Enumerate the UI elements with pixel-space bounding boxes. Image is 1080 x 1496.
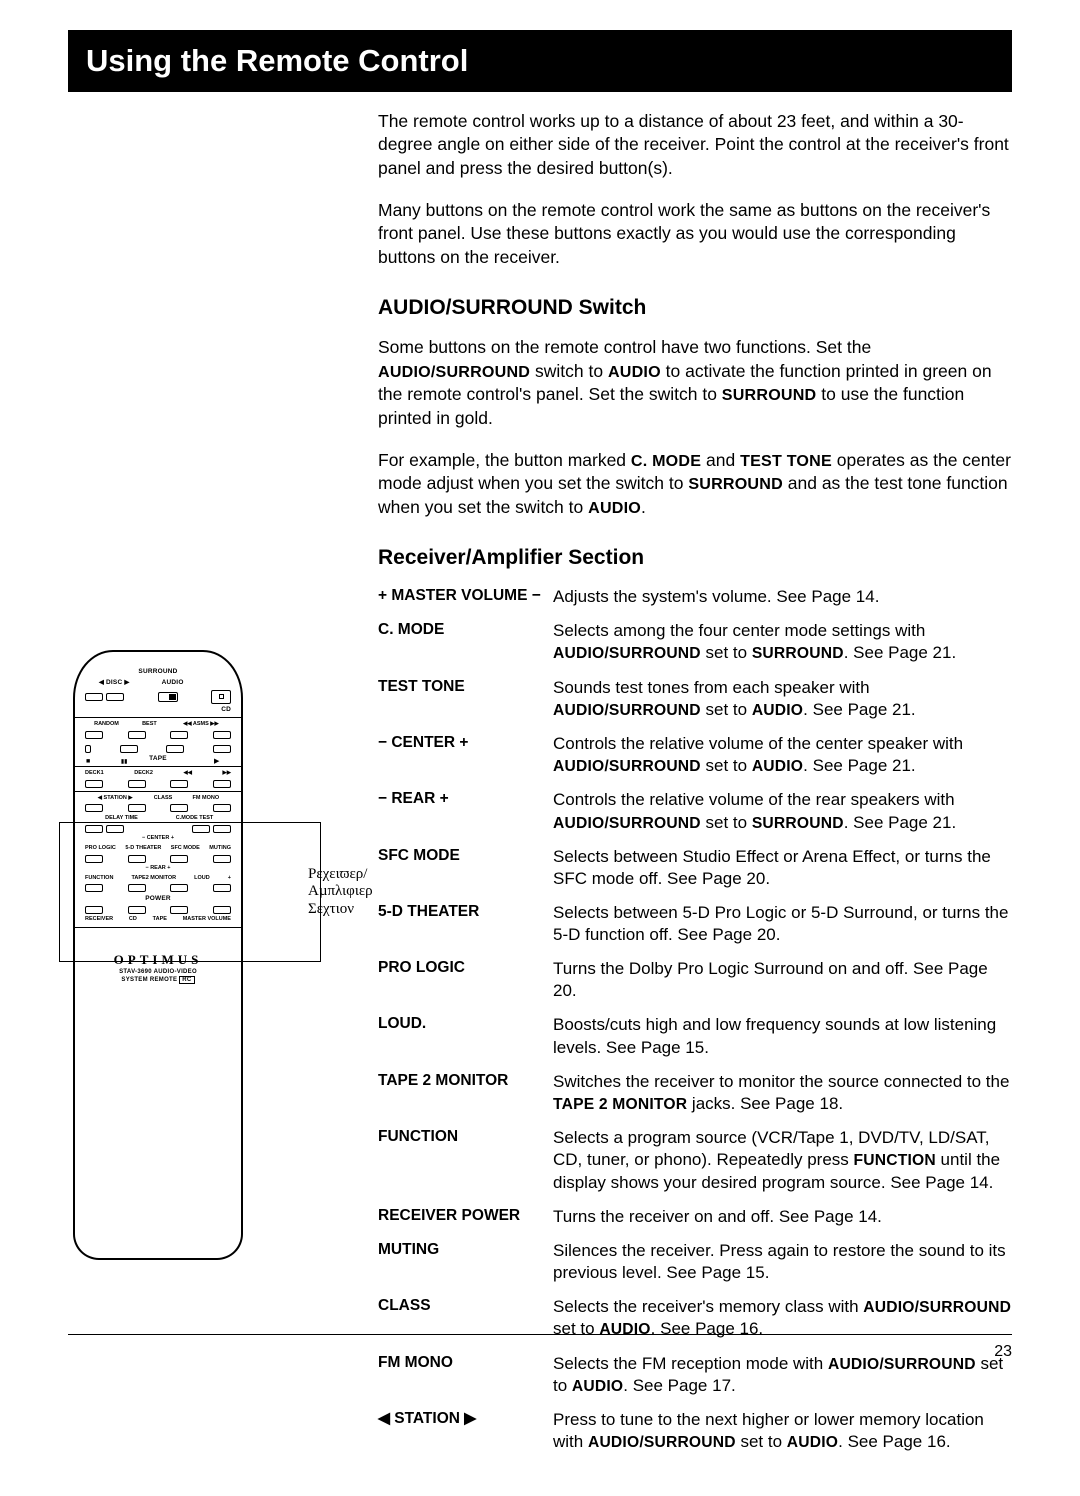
audio-surround-switch-icon [158,692,178,702]
remote-illustration: SURROUND ◀ DISC ▶ AUDIO CD RANDOM [68,650,348,1260]
table-row: LOUD.Boosts/cuts high and low frequency … [378,1014,1012,1070]
table-row: FM MONOSelects the FM reception mode wit… [378,1353,1012,1410]
table-row: CLASSSelects the receiver's memory class… [378,1296,1012,1353]
table-row: SFC MODESelects between Studio Effect or… [378,846,1012,902]
table-row: ◀ STATION ▶Press to tune to the next hig… [378,1409,1012,1465]
section1-para-1: Some buttons on the remote control have … [378,336,1012,431]
table-row: − REAR +Controls the relative volume of … [378,789,1012,845]
section-heading-receiver-amp: Receiver/Amplifier Section [378,544,1012,572]
table-row: RECEIVER POWERTurns the receiver on and … [378,1206,1012,1240]
section1-para-2: For example, the button marked C. MODE a… [378,449,1012,520]
section-heading-audio-surround: AUDIO/SURROUND Switch [378,294,1012,322]
table-row: PRO LOGICTurns the Dolby Pro Logic Surro… [378,958,1012,1014]
page-number: 23 [994,1341,1012,1363]
section-highlight-box [59,822,321,962]
table-row: TEST TONESounds test tones from each spe… [378,677,1012,733]
table-row: + MASTER VOLUME −Adjusts the system's vo… [378,586,1012,620]
footer-rule [68,1334,1012,1335]
table-row: FUNCTIONSelects a program source (VCR/Ta… [378,1127,1012,1206]
table-row: TAPE 2 MONITORSwitches the receiver to m… [378,1071,1012,1127]
intro-para-2: Many buttons on the remote control work … [378,199,1012,270]
page-title: Using the Remote Control [68,30,1012,92]
table-row: 5-D THEATERSelects between 5-D Pro Logic… [378,902,1012,958]
table-row: C. MODESelects among the four center mod… [378,620,1012,676]
table-row: MUTINGSilences the receiver. Press again… [378,1240,1012,1296]
table-row: − CENTER +Controls the relative volume o… [378,733,1012,789]
intro-para-1: The remote control works up to a distanc… [378,110,1012,181]
callout-label: Ρεχειϖερ/ΑµπλιφιερΣεχτιον [308,866,373,918]
